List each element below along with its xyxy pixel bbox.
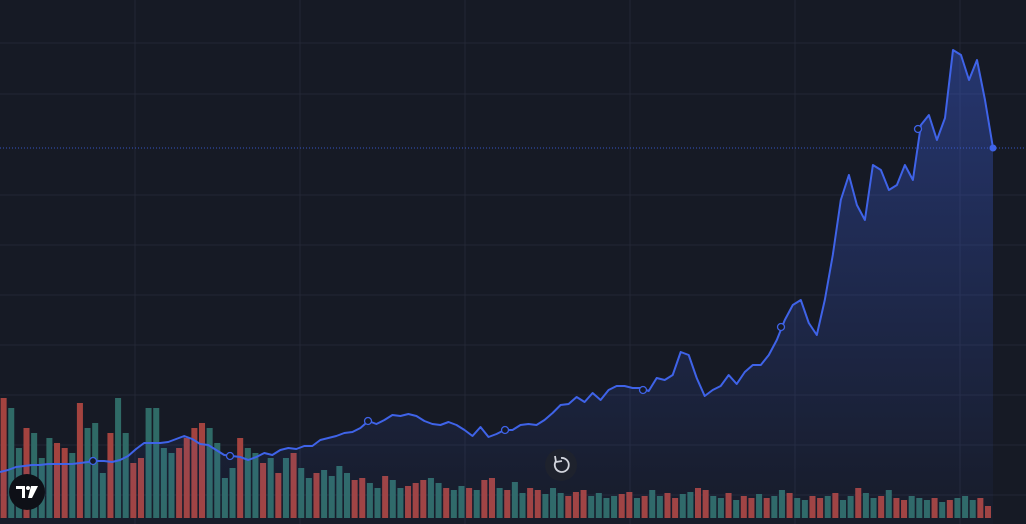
event-markers [88, 124, 923, 466]
volume-bar [0, 398, 7, 518]
last-price-dot [989, 144, 997, 152]
volume-bar [76, 403, 83, 518]
price-line [0, 49, 994, 473]
volume-bar [115, 398, 122, 518]
price-line [0, 49, 1026, 524]
price-area [0, 50, 993, 524]
reset-button[interactable] [545, 449, 577, 481]
logo[interactable] [9, 474, 45, 510]
volume-bar [8, 408, 15, 518]
